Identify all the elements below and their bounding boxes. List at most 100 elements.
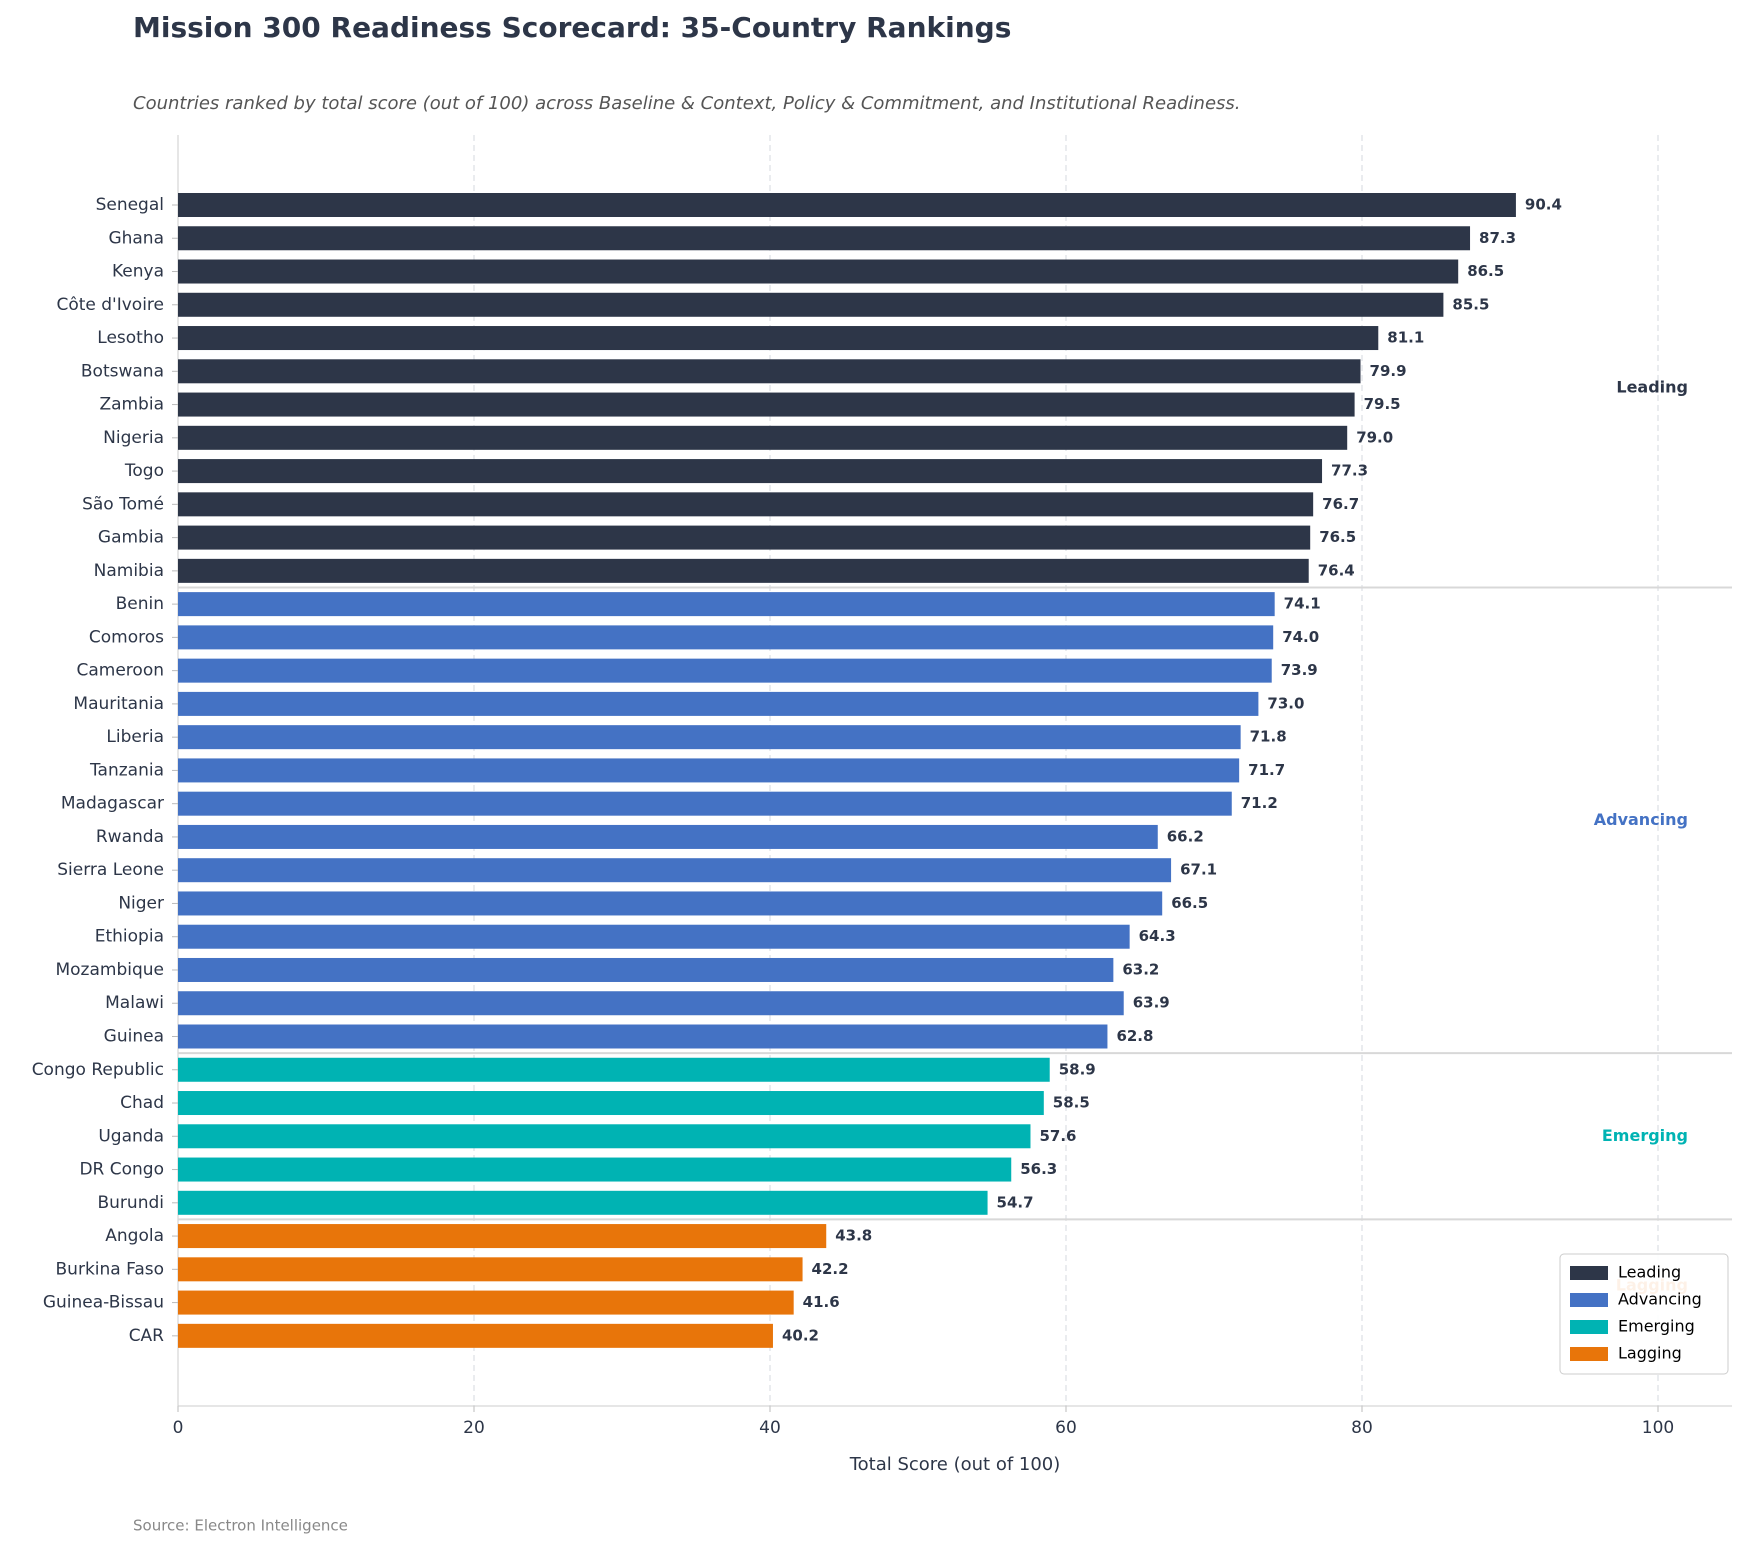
- bar: [178, 758, 1240, 783]
- bar: [178, 1190, 988, 1215]
- y-tick-label: Malawi: [105, 993, 164, 1013]
- bar: [178, 1290, 794, 1315]
- value-label: 79.9: [1370, 362, 1407, 380]
- value-label: 58.9: [1059, 1060, 1096, 1078]
- value-label: 56.3: [1020, 1160, 1057, 1178]
- legend-label: Emerging: [1618, 1317, 1695, 1336]
- bar: [178, 891, 1163, 916]
- bar: [178, 957, 1114, 982]
- value-label: 67.1: [1180, 861, 1217, 879]
- y-tick-label: Zambia: [99, 395, 164, 415]
- y-tick-label: CAR: [129, 1326, 164, 1346]
- bar: [178, 924, 1130, 949]
- y-tick-label: Niger: [118, 893, 164, 913]
- value-label: 71.2: [1241, 794, 1278, 812]
- y-tick-label: Guinea-Bissau: [43, 1293, 164, 1313]
- y-tick-label: Madagascar: [61, 794, 164, 814]
- value-label: 74.1: [1284, 595, 1321, 613]
- y-tick-label: Senegal: [96, 195, 164, 215]
- bar: [178, 193, 1516, 217]
- x-tick-label: 60: [1055, 1418, 1077, 1438]
- bar: [178, 425, 1348, 450]
- bar: [178, 226, 1471, 251]
- value-label: 63.2: [1122, 960, 1159, 978]
- value-label: 66.2: [1167, 827, 1204, 845]
- y-tick-label: Ghana: [108, 228, 164, 248]
- value-label: 43.8: [835, 1227, 872, 1245]
- y-tick-label: Angola: [105, 1226, 164, 1246]
- value-label: 85.5: [1452, 295, 1489, 313]
- x-tick-label: 20: [463, 1418, 485, 1438]
- bar: [178, 1124, 1031, 1149]
- y-tick-label: Burundi: [98, 1193, 165, 1213]
- value-label: 73.9: [1281, 661, 1318, 679]
- bar: [178, 392, 1355, 417]
- value-label: 62.8: [1116, 1027, 1153, 1045]
- value-label: 73.0: [1267, 694, 1304, 712]
- bar: [178, 991, 1124, 1016]
- y-tick-label: Ethiopia: [95, 927, 164, 947]
- bar: [178, 1024, 1108, 1049]
- value-label: 79.0: [1356, 428, 1393, 446]
- value-label: 63.9: [1133, 994, 1170, 1012]
- bar: [178, 725, 1241, 750]
- y-tick-label: Togo: [124, 461, 164, 481]
- y-tick-label: Nigeria: [103, 428, 164, 448]
- x-tick-label: 80: [1351, 1418, 1373, 1438]
- value-label: 74.0: [1282, 628, 1319, 646]
- bar: [178, 459, 1323, 484]
- bar: [178, 1257, 803, 1282]
- bar: [178, 1224, 827, 1249]
- value-label: 90.4: [1525, 196, 1562, 214]
- group-label: Leading: [1616, 377, 1688, 396]
- value-label: 87.3: [1479, 229, 1516, 247]
- bar: [178, 492, 1314, 517]
- y-tick-label: São Tomé: [82, 494, 164, 514]
- value-label: 66.5: [1171, 894, 1208, 912]
- value-label: 42.2: [812, 1260, 849, 1278]
- y-tick-label: Congo Republic: [32, 1060, 164, 1080]
- bar: [178, 1323, 773, 1348]
- value-label: 71.8: [1250, 728, 1287, 746]
- value-label: 41.6: [803, 1293, 840, 1311]
- y-tick-label: Mauritania: [73, 694, 164, 714]
- y-tick-label: Tanzania: [89, 760, 164, 780]
- value-label: 77.3: [1331, 462, 1368, 480]
- x-axis-label: Total Score (out of 100): [849, 1454, 1061, 1475]
- chart-subtitle: Countries ranked by total score (out of …: [133, 93, 1241, 114]
- bar: [178, 525, 1311, 550]
- bar: [178, 791, 1232, 816]
- value-label: 76.4: [1318, 561, 1355, 579]
- bar: [178, 658, 1272, 683]
- legend-label: Advancing: [1618, 1290, 1702, 1309]
- value-label: 79.5: [1364, 395, 1401, 413]
- group-label: Emerging: [1602, 1126, 1688, 1145]
- legend-swatch: [1570, 1320, 1608, 1334]
- y-tick-label: Comoros: [89, 627, 164, 647]
- bar: [178, 259, 1459, 284]
- legend-swatch: [1570, 1266, 1608, 1280]
- y-tick-label: Mozambique: [55, 960, 164, 980]
- bar: [178, 824, 1158, 849]
- x-tick-label: 100: [1642, 1418, 1674, 1438]
- y-tick-label: Gambia: [98, 528, 164, 548]
- y-tick-label: Namibia: [94, 561, 164, 581]
- value-label: 86.5: [1467, 262, 1504, 280]
- value-label: 76.5: [1319, 528, 1356, 546]
- value-label: 54.7: [997, 1193, 1034, 1211]
- value-label: 57.6: [1039, 1127, 1076, 1145]
- value-label: 76.7: [1322, 495, 1359, 513]
- legend-swatch: [1570, 1347, 1608, 1361]
- y-tick-label: Uganda: [98, 1126, 164, 1146]
- y-tick-label: Côte d'Ivoire: [56, 295, 164, 315]
- y-tick-label: Lesotho: [97, 328, 164, 348]
- bar: [178, 625, 1274, 650]
- y-tick-label: Benin: [116, 594, 164, 614]
- bar: [178, 592, 1275, 617]
- bar: [178, 858, 1172, 883]
- legend-box: [1559, 1253, 1729, 1375]
- group-label: Advancing: [1594, 810, 1688, 829]
- bar: [178, 292, 1444, 317]
- bar: [178, 359, 1361, 384]
